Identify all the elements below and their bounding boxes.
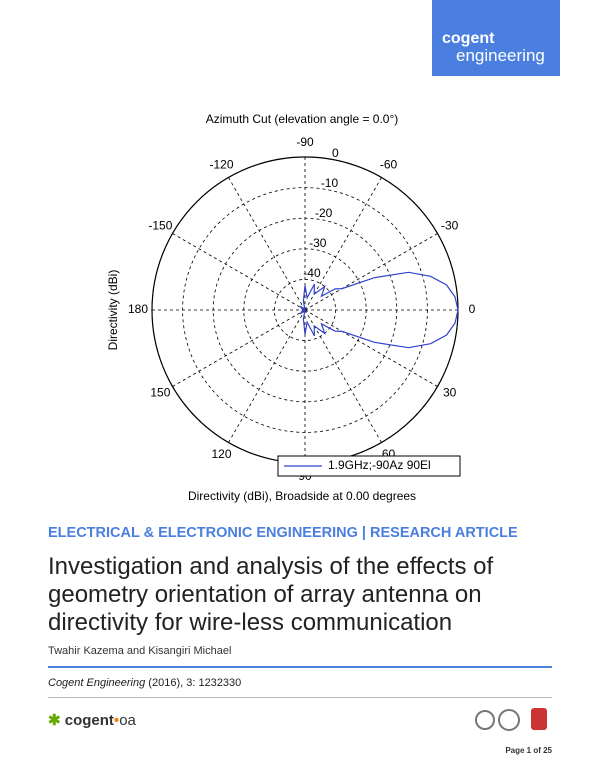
r-tick-label: -20 [315,206,333,220]
title-line: Investigation and analysis of the effect… [48,553,494,580]
theta-tick-label: -90 [296,135,314,149]
r-tick-label: -40 [303,266,321,280]
grid-spoke [228,177,306,311]
title-line: directivity for wire-less communication [48,609,453,636]
legend-box [277,455,461,477]
page-number: Page 1 of 25 [505,746,552,755]
legend-label: 1.9GHz;-90Az 90El [328,458,431,472]
theta-tick-label: 150 [150,386,170,400]
footer-brand: cogent [64,712,114,729]
article-title: Investigation and analysis of the effect… [48,553,493,637]
grid-spoke [304,233,438,311]
r-tick-label: -30 [309,236,327,250]
footer-suffix: oa [119,712,136,729]
grid-spoke [304,309,382,443]
theta-tick-label: 180 [128,302,148,316]
section-label: ELECTRICAL & ELECTRONIC ENGINEERING | RE… [48,525,518,541]
theta-tick-label: 120 [211,447,231,461]
grid-spoke [228,309,306,443]
cc-icon [498,709,520,731]
theta-tick-label: -60 [380,158,398,172]
license-icons [475,708,547,731]
citation-details: (2016), 3: 1232330 [145,677,242,689]
citation-journal: Cogent Engineering [48,677,146,689]
rule [48,666,552,668]
theta-tick-label: 30 [443,386,457,400]
r-tick-label: -10 [321,176,339,190]
theta-tick-label: 0 [469,302,476,316]
header-box: cogent engineering [432,0,560,76]
grid-spoke [304,309,438,387]
journal-name: engineering [456,46,545,65]
grid-spoke [172,309,306,387]
footer-logo: ✱ cogent•oa [48,712,136,729]
theta-tick-label: -120 [209,158,233,172]
chart: Azimuth Cut (elevation angle = 0.0°) Dir… [106,112,476,503]
citation: Cogent Engineering (2016), 3: 1232330 [48,677,241,689]
chart-title: Azimuth Cut (elevation angle = 0.0°) [206,112,399,126]
grid-spoke [304,177,382,311]
x-axis-label: Directivity (dBi), Broadside at 0.00 deg… [188,489,416,503]
crossmark-icon [531,708,547,730]
theta-tick-label: -30 [441,219,459,233]
series-line [299,271,459,349]
grid-spoke [172,233,306,311]
authors: Twahir Kazema and Kisangiri Michael [48,645,232,657]
brand: cogent [442,30,495,47]
rule [48,697,552,698]
r-tick-label: 0 [332,146,339,160]
theta-tick-label: -150 [148,219,172,233]
title-line: geometry orientation of array antenna on [48,581,482,608]
y-axis-label: Directivity (dBi) [106,270,120,351]
open-access-icon [475,710,495,730]
